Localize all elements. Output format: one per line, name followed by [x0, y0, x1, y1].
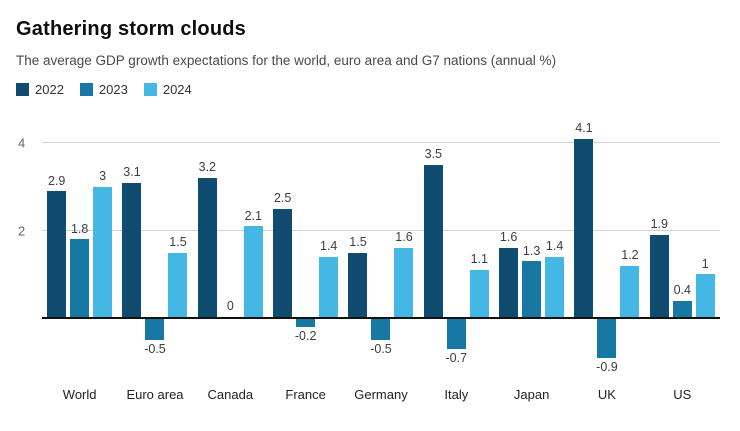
x-category-label: UK	[597, 387, 616, 402]
bar-2024	[93, 186, 113, 319]
zero-baseline	[42, 317, 720, 320]
x-category-label: Italy	[444, 387, 469, 402]
gridline	[42, 142, 720, 144]
bar-2022	[649, 235, 669, 319]
bar-2022	[348, 252, 368, 319]
bar-2022	[273, 208, 293, 319]
x-category-label: Euro area	[126, 387, 184, 402]
bar-2023	[672, 300, 692, 319]
x-category-label: France	[285, 387, 326, 402]
bar-2023	[371, 318, 391, 341]
bar-value-label: 1.5	[169, 234, 187, 249]
x-category-label: Japan	[513, 387, 550, 402]
bar-value-label: 0	[226, 299, 234, 314]
bar-group: 3.2 0 2.1	[193, 117, 268, 375]
x-category-label: Canada	[207, 387, 254, 402]
bar-2023	[296, 318, 316, 327]
bar-2024	[620, 265, 640, 319]
bar-2024	[243, 226, 263, 319]
x-axis-labels: World Euro area Canada France Germany Italy Ja…	[42, 387, 720, 402]
bar-group: 3.1 -0.5 1.5	[117, 117, 192, 375]
bar-value-label: 1.4	[319, 239, 338, 254]
bar-value-label: 1.1	[470, 252, 488, 267]
bar-value-label: 1.5	[349, 234, 367, 249]
bar-value-label: 1.9	[650, 217, 668, 232]
bar-value-label: 1.4	[545, 239, 564, 254]
chart-subtitle: The average GDP growth expectations for …	[16, 53, 557, 68]
bar-value-label: 2.1	[244, 208, 263, 223]
bar-2022	[122, 182, 142, 319]
bar-2022	[574, 138, 594, 319]
bar-2022	[47, 191, 67, 319]
bar-value-label: 1.2	[621, 247, 639, 262]
bar-value-label: -0.7	[445, 351, 468, 366]
legend: 2022 2023 2024	[16, 82, 720, 97]
legend-label: 2022	[35, 82, 64, 97]
x-category-label: Germany	[354, 387, 408, 402]
bar-group: 2.9 1.8 3	[42, 117, 117, 375]
bar-2023	[70, 239, 90, 319]
bar-value-label: -0.5	[144, 342, 166, 357]
legend-label: 2024	[162, 82, 192, 97]
bar-2023	[446, 318, 466, 349]
x-category-label: World	[62, 387, 97, 402]
legend-label: 2023	[98, 82, 128, 97]
bar-value-label: 2.5	[273, 191, 292, 206]
bar-2022	[197, 178, 217, 319]
bar-value-label: 2.9	[47, 173, 66, 188]
bar-group: 1.6 1.3 1.4	[494, 117, 569, 375]
bar-value-label: -0.5	[370, 342, 392, 357]
gridline	[42, 229, 720, 231]
bar-2024	[695, 274, 715, 319]
legend-swatch-2022	[16, 83, 29, 96]
bar-value-label: 3.2	[198, 160, 217, 175]
plot-area: 2.9 1.8 3 3.1 -0.5 1.5 3.2 0 2.1 2.5 -0.2 1.4 1.5 -0.…	[42, 117, 720, 375]
bar-2024	[545, 256, 565, 319]
bar-group: 1.5 -0.5 1.6	[343, 117, 418, 375]
bar-value-label: 4.1	[575, 121, 593, 136]
bar-2024	[168, 252, 188, 319]
bar-2024	[394, 248, 414, 319]
bar-value-label: 1.6	[499, 230, 518, 245]
bar-value-label: 3.5	[424, 147, 442, 162]
bar-value-label: -0.2	[294, 329, 317, 344]
bar-value-label: -0.9	[596, 359, 618, 374]
bar-2024	[319, 256, 339, 319]
bar-value-label: 1.6	[395, 230, 413, 245]
chart-title: Gathering storm clouds	[16, 18, 246, 40]
legend-item: 2024	[143, 82, 192, 97]
bar-value-label: 3	[99, 169, 107, 184]
bar-2023	[145, 318, 165, 341]
bar-2022	[499, 248, 519, 319]
bar-group: 1.9 0.4 1	[645, 117, 720, 375]
legend-swatch-2023	[79, 83, 93, 96]
y-tick-label: 2	[18, 223, 26, 239]
bar-2022	[423, 165, 443, 319]
bar-group: 3.5 -0.7 1.1	[419, 117, 494, 375]
bar-value-label: 1.3	[522, 243, 541, 258]
bar-value-label: 1	[701, 256, 709, 271]
chart-card: Gathering storm clouds The average GDP g…	[16, 18, 720, 402]
bar-2023	[597, 318, 617, 358]
bar-2024	[469, 270, 489, 319]
legend-item: 2022	[16, 82, 64, 97]
bar-2023	[522, 261, 542, 319]
x-category-label: US	[673, 387, 692, 402]
bar-group: 2.5 -0.2 1.4	[268, 117, 343, 375]
bar-group: 4.1 -0.9 1.2	[569, 117, 644, 375]
legend-swatch-2024	[143, 83, 157, 96]
bar-value-label: 0.4	[673, 282, 691, 297]
bar-value-label: 1.8	[70, 221, 89, 236]
bar-value-label: 3.1	[123, 164, 141, 179]
legend-item: 2023	[79, 82, 128, 97]
y-tick-label: 4	[18, 135, 26, 151]
